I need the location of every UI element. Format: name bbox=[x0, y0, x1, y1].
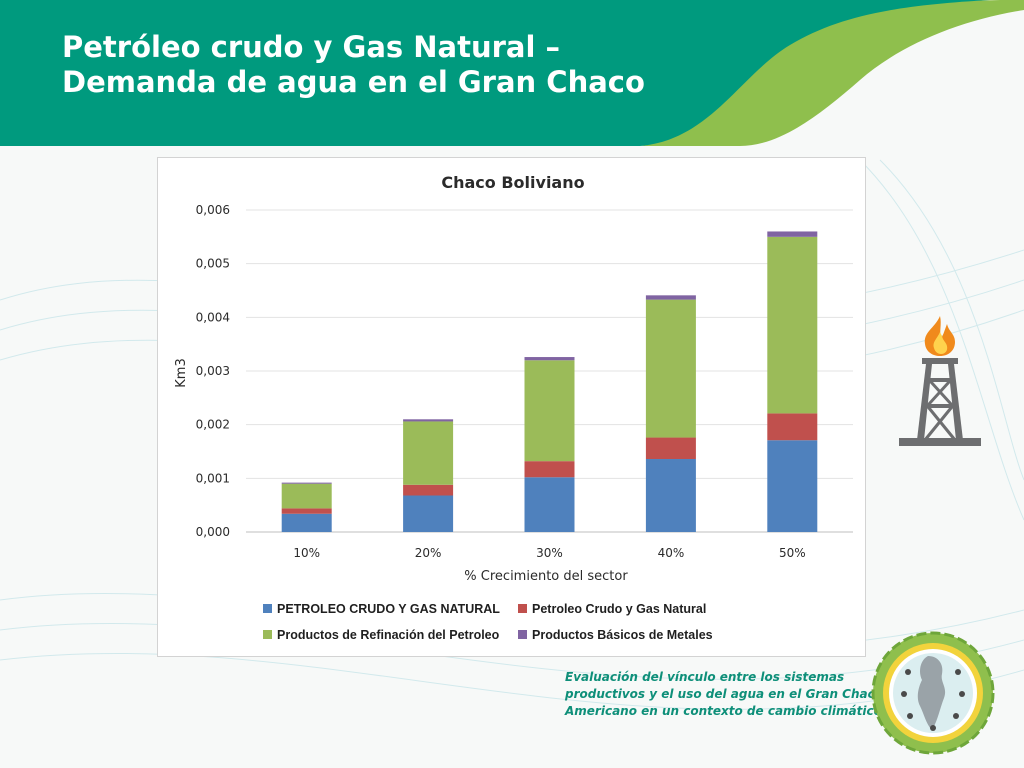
gran-chaco-project-logo bbox=[871, 631, 995, 755]
x-tick-label: 20% bbox=[415, 546, 442, 560]
bar-segment bbox=[767, 440, 818, 532]
bar-segment bbox=[281, 483, 332, 509]
project-caption: Evaluación del vínculo entre los sistema… bbox=[565, 669, 883, 720]
y-tick-label: 0,002 bbox=[196, 418, 230, 432]
bar-segment bbox=[524, 360, 575, 462]
bar-segment bbox=[524, 461, 575, 478]
stacked-bar-chart: Chaco Boliviano 0,0000,0010,0020,0030,00… bbox=[174, 173, 853, 642]
bar-segment bbox=[767, 236, 818, 414]
slide-title-line1: Petróleo crudo y Gas Natural – bbox=[62, 30, 561, 64]
caption-line1: Evaluación del vínculo entre los sistema… bbox=[565, 670, 845, 684]
header-teal-band bbox=[0, 0, 990, 146]
bar-segment bbox=[645, 437, 696, 460]
bar-segment bbox=[767, 413, 818, 441]
caption-line3: Americano en un contexto de cambio climá… bbox=[565, 704, 882, 718]
legend-label: Petroleo Crudo y Gas Natural bbox=[532, 602, 706, 616]
bar-segment bbox=[645, 299, 696, 438]
caption-line2: productivos y el uso del agua en el Gran… bbox=[565, 687, 883, 701]
y-tick-label: 0,001 bbox=[196, 471, 230, 485]
y-tick-label: 0,006 bbox=[196, 203, 230, 217]
bar-segment bbox=[403, 484, 454, 496]
bar-segment bbox=[645, 459, 696, 532]
bar-segment bbox=[281, 482, 332, 484]
bar-segment bbox=[403, 421, 454, 485]
chart-bars bbox=[281, 231, 818, 532]
x-tick-label: 40% bbox=[658, 546, 685, 560]
bar-segment bbox=[524, 477, 575, 532]
chart-panel: Chaco Boliviano 0,000 0,001 0,002 0,003 0,00… bbox=[157, 157, 866, 657]
x-tick-label: 10% bbox=[293, 546, 320, 560]
header-green-wave bbox=[640, 0, 1024, 146]
header-banner bbox=[0, 0, 1024, 146]
x-axis-ticks: 10% 20% 30% 40% 50% bbox=[293, 546, 805, 560]
x-tick-label: 50% bbox=[779, 546, 806, 560]
bar-segment bbox=[524, 357, 575, 361]
legend-label: Productos de Refinación del Petroleo bbox=[277, 628, 500, 642]
y-tick-label: 0,000 bbox=[196, 525, 230, 539]
x-tick-label: 30% bbox=[536, 546, 563, 560]
legend-label: PETROLEO CRUDO Y GAS NATURAL bbox=[277, 602, 500, 616]
bar-segment bbox=[403, 495, 454, 532]
y-tick-label: 0,003 bbox=[196, 364, 230, 378]
y-axis-ticks: 0,000 0,001 0,002 0,003 0,004 0,005 0,006 bbox=[196, 203, 230, 539]
bar-segment bbox=[403, 419, 454, 422]
x-axis-title: % Crecimiento del sector bbox=[464, 569, 628, 584]
legend-swatch bbox=[263, 630, 272, 639]
oil-rig-with-flame-icon bbox=[899, 316, 981, 446]
chart-legend: PETROLEO CRUDO Y GAS NATURAL Petroleo Cru… bbox=[263, 602, 713, 642]
rig-tower bbox=[899, 358, 981, 446]
bar-segment bbox=[281, 513, 332, 532]
legend-swatch bbox=[263, 604, 272, 613]
y-tick-label: 0,005 bbox=[196, 257, 230, 271]
bar-segment bbox=[281, 508, 332, 514]
slide-title-line2: Demanda de agua en el Gran Chaco bbox=[62, 65, 645, 99]
chart-title: Chaco Boliviano bbox=[441, 173, 584, 192]
legend-label: Productos Básicos de Metales bbox=[532, 628, 713, 642]
slide-title: Petróleo crudo y Gas Natural – Demanda d… bbox=[62, 30, 645, 100]
legend-swatch bbox=[518, 630, 527, 639]
bar-segment bbox=[645, 295, 696, 300]
legend-swatch bbox=[518, 604, 527, 613]
bar-segment bbox=[767, 231, 818, 237]
y-tick-label: 0,004 bbox=[196, 310, 230, 324]
y-axis-title: Km3 bbox=[174, 358, 189, 387]
